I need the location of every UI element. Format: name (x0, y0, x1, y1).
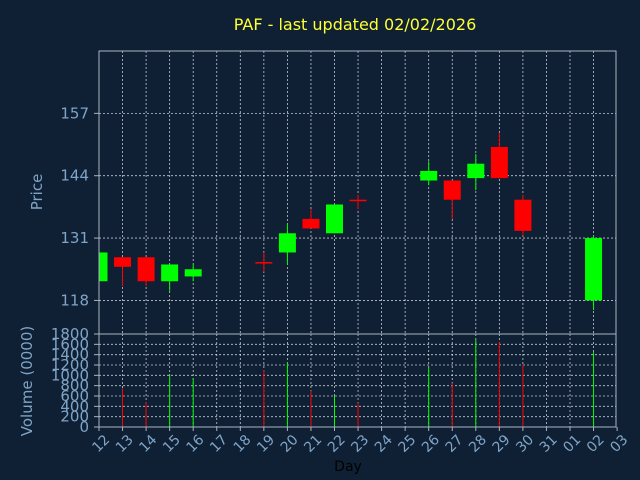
price-panel: 118 131 144 157 (60, 50, 617, 335)
candle-body (161, 264, 179, 282)
price-tick-label: 144 (60, 167, 89, 185)
price-tick-label: 118 (60, 291, 89, 309)
volume-axis-label: Volume (0000) (18, 326, 36, 436)
x-tick-label: 16 (184, 432, 208, 456)
price-panel-frame (98, 50, 617, 335)
volume-tick-label: 1800 (51, 325, 89, 343)
price-axis-label: Price (28, 174, 46, 211)
x-tick-label: 28 (466, 432, 490, 456)
candle-body (278, 233, 296, 253)
candle-body (184, 269, 202, 277)
x-tick-label: 18 (231, 432, 255, 456)
volume-tick-label: 1600 (51, 335, 89, 353)
volume-tick-label: 200 (60, 408, 89, 426)
x-tick-label: 20 (278, 432, 302, 456)
x-tick-label: 01 (560, 432, 584, 456)
volume-tick-label: 400 (60, 397, 89, 415)
x-tick-label: 12 (89, 432, 113, 456)
x-tick-label: 22 (325, 432, 349, 456)
x-tick-label: 19 (254, 432, 278, 456)
x-axis: 12 13 14 15 16 17 18 19 20 21 22 23 24 25 26 27 28 29 30 31… (89, 427, 631, 456)
candle-body (137, 257, 155, 282)
chart-title: PAF - last updated 02/02/2026 (234, 15, 477, 34)
x-tick-label: 31 (537, 432, 561, 456)
price-tick-label: 131 (60, 229, 89, 247)
candle-body (420, 170, 438, 181)
volume-tick-label: 1400 (51, 346, 89, 364)
candle-body (467, 163, 485, 179)
x-axis-label: Day (334, 459, 362, 475)
candle-body (302, 218, 320, 229)
x-tick-label: 03 (607, 432, 631, 456)
x-tick-label: 23 (348, 432, 372, 456)
x-tick-label: 30 (513, 432, 537, 456)
candle-body (443, 180, 461, 200)
candle-body (349, 199, 367, 202)
volume-panel-frame (98, 333, 617, 428)
candle-body (255, 262, 273, 264)
candle-body (114, 257, 132, 267)
x-tick-label: 02 (584, 432, 608, 456)
volume-tick-label: 800 (60, 377, 89, 395)
x-tick-label: 17 (207, 432, 231, 456)
x-tick-label: 29 (490, 432, 514, 456)
candle-body (326, 204, 343, 234)
volume-tick-label: 1200 (51, 356, 89, 374)
candle-body (514, 199, 532, 231)
x-tick-label: 13 (113, 432, 137, 456)
candle-body (585, 238, 603, 301)
x-tick-label: 21 (301, 432, 325, 456)
x-tick-label: 15 (160, 432, 184, 456)
x-tick-label: 25 (395, 432, 419, 456)
x-tick-label: 26 (419, 432, 443, 456)
x-tick-label: 24 (372, 432, 396, 456)
volume-tick-label: 0 (79, 418, 89, 436)
volume-tick-label: 1000 (51, 366, 89, 384)
price-tick-label: 157 (60, 104, 89, 122)
x-tick-label: 14 (136, 432, 160, 456)
candle-body (490, 146, 508, 179)
x-tick-label: 27 (443, 432, 467, 456)
candle-body (99, 252, 108, 282)
volume-tick-label: 600 (60, 387, 89, 405)
